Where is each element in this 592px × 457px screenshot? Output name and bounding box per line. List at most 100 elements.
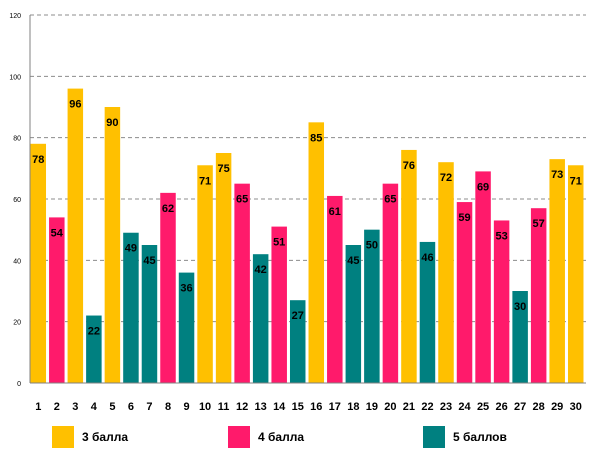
bar-24 <box>456 202 473 383</box>
y-tick-label: 40 <box>13 258 21 265</box>
y-tick-label: 100 <box>9 74 21 81</box>
x-tick-label-30: 30 <box>570 401 582 413</box>
x-tick-label-1: 1 <box>35 401 41 413</box>
data-label-23: 72 <box>440 172 452 184</box>
x-tick-label-7: 7 <box>146 401 152 413</box>
bar-4 <box>86 315 102 383</box>
bar-12 <box>234 183 250 383</box>
data-label-20: 65 <box>384 194 396 206</box>
legend-item-2: 5 баллов <box>423 425 507 449</box>
bar-5 <box>104 107 121 383</box>
x-tick-label-20: 20 <box>384 401 396 413</box>
data-label-8: 62 <box>162 203 174 215</box>
x-tick-label-28: 28 <box>533 401 545 413</box>
x-tick-label-19: 19 <box>366 401 378 413</box>
bar-17 <box>327 195 343 383</box>
gridlines <box>30 14 586 323</box>
data-label-26: 53 <box>495 230 507 242</box>
x-tick-label-15: 15 <box>292 401 304 413</box>
data-label-22: 46 <box>421 252 433 264</box>
data-label-10: 71 <box>199 175 211 187</box>
bar-20 <box>382 183 399 383</box>
data-labels: 78 54 96 22 90 49 45 62 36 71 75 65 42 51 27 85 61 45 50 65… <box>32 99 582 338</box>
data-label-14: 51 <box>273 237 285 249</box>
x-tick-label-18: 18 <box>347 401 359 413</box>
data-label-2: 54 <box>51 227 64 239</box>
bar-8 <box>160 192 176 383</box>
legend-swatch-1 <box>228 426 250 448</box>
x-tick-label-11: 11 <box>218 401 230 413</box>
x-tick-label-23: 23 <box>440 401 452 413</box>
legend-label-0: 3 балла <box>82 430 129 444</box>
bar-19 <box>364 229 380 383</box>
legend-swatch-0 <box>52 426 74 448</box>
bar-25 <box>475 171 491 383</box>
bar-14 <box>271 226 287 383</box>
data-label-21: 76 <box>403 160 415 172</box>
x-tick-label-16: 16 <box>310 401 322 413</box>
data-label-4: 22 <box>88 326 100 338</box>
x-tick-label-2: 2 <box>54 401 60 413</box>
legend-label-2: 5 баллов <box>453 430 507 444</box>
x-axis-ticks: 1 2 3 4 5 6 7 8 9 10 11 12 13 14 15 16 17 18 19 20 21 22 23 24 2… <box>35 401 582 413</box>
y-tick-label: 80 <box>13 136 21 143</box>
data-label-17: 61 <box>329 206 341 218</box>
legend-item-1: 4 балла <box>228 425 304 449</box>
x-tick-label-22: 22 <box>421 401 433 413</box>
data-label-5: 90 <box>106 117 118 129</box>
bar-29 <box>549 159 565 383</box>
data-label-1: 78 <box>32 154 44 166</box>
data-label-25: 69 <box>477 181 489 193</box>
legend-item-0: 3 балла <box>52 425 128 449</box>
bar-6 <box>123 232 139 383</box>
data-label-24: 59 <box>458 212 470 224</box>
bar-22 <box>419 241 436 383</box>
legend-swatch-2 <box>423 426 445 448</box>
bar-16 <box>308 122 325 383</box>
data-label-30: 71 <box>570 175 582 187</box>
bar-21 <box>401 149 417 383</box>
bar-27 <box>512 291 528 383</box>
bar-9 <box>178 272 195 383</box>
x-tick-label-26: 26 <box>495 401 507 413</box>
x-tick-label-17: 17 <box>329 401 341 413</box>
x-tick-label-3: 3 <box>72 401 78 413</box>
bar-15 <box>289 300 306 383</box>
bar-1 <box>30 143 47 383</box>
data-label-19: 50 <box>366 240 378 252</box>
data-label-9: 36 <box>180 283 192 295</box>
data-label-27: 30 <box>514 301 526 313</box>
bar-3 <box>67 88 84 383</box>
x-tick-label-6: 6 <box>128 401 134 413</box>
bar-28 <box>530 208 547 383</box>
x-tick-label-10: 10 <box>199 401 211 413</box>
bar-7 <box>141 245 158 383</box>
y-tick-label: 0 <box>17 381 21 388</box>
x-tick-label-4: 4 <box>91 401 98 413</box>
bar-18 <box>345 245 362 383</box>
data-label-15: 27 <box>292 310 304 322</box>
y-tick-label: 20 <box>13 320 21 327</box>
bar-13 <box>252 254 269 383</box>
x-tick-label-27: 27 <box>514 401 526 413</box>
bar-11 <box>215 153 232 383</box>
x-tick-label-21: 21 <box>403 401 415 413</box>
bar-30 <box>567 165 584 383</box>
x-tick-label-13: 13 <box>255 401 267 413</box>
data-label-29: 73 <box>551 169 563 181</box>
x-tick-label-25: 25 <box>477 401 489 413</box>
x-tick-label-12: 12 <box>236 401 248 413</box>
data-label-6: 49 <box>125 243 137 255</box>
bar-23 <box>438 162 454 383</box>
bar-26 <box>493 220 510 383</box>
data-label-11: 75 <box>217 163 229 175</box>
data-label-3: 96 <box>69 99 81 111</box>
y-axis-ticks: 0 20 40 60 80 100 120 <box>9 13 21 388</box>
bars <box>30 88 584 383</box>
legend-label-1: 4 балла <box>258 430 305 444</box>
x-tick-label-9: 9 <box>183 401 189 413</box>
data-label-13: 42 <box>255 264 267 276</box>
y-tick-label: 60 <box>13 197 21 204</box>
data-label-12: 65 <box>236 194 248 206</box>
